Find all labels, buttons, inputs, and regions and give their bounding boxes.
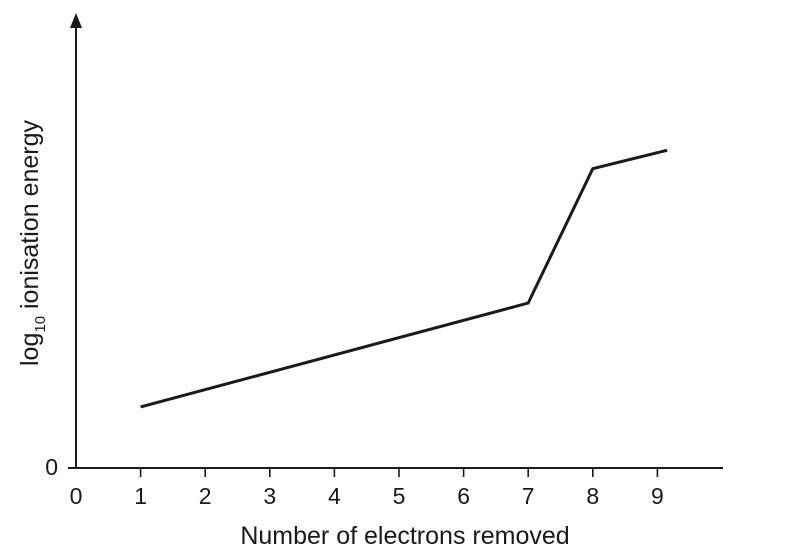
x-tick-label-9: 9 — [651, 483, 664, 509]
series-layer — [140, 148, 668, 409]
x-tick-label-5: 5 — [393, 483, 406, 509]
x-tick-label-4: 4 — [328, 483, 341, 509]
y-axis-arrow — [70, 13, 82, 28]
y-tick-label-0: 0 — [45, 454, 58, 480]
series-line-0 — [140, 148, 668, 409]
x-tick-label-3: 3 — [263, 483, 276, 509]
x-axis-title: Number of electrons removed — [240, 522, 569, 550]
axes — [68, 13, 723, 469]
y-axis-title-suffix: ionisation energy — [16, 119, 44, 315]
y-axis-title-prefix: log — [16, 333, 44, 366]
x-tick-label-7: 7 — [522, 483, 535, 509]
y-ticks: 0 — [45, 454, 76, 480]
y-axis-title: log10 ionisation energy — [16, 119, 49, 366]
x-tick-label-6: 6 — [457, 483, 470, 509]
x-tick-label-8: 8 — [586, 483, 599, 509]
x-tick-label-1: 1 — [134, 483, 147, 509]
x-tick-label-0: 0 — [70, 483, 83, 509]
x-ticks: 0 1 2 3 4 5 6 7 8 9 — [70, 468, 664, 509]
x-tick-label-2: 2 — [199, 483, 212, 509]
y-axis-title-subscript: 10 — [32, 316, 49, 333]
